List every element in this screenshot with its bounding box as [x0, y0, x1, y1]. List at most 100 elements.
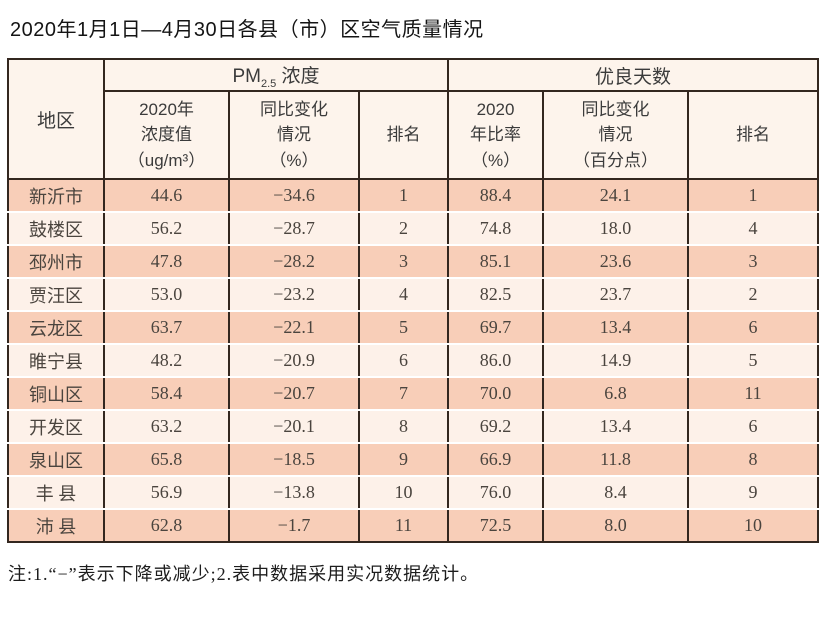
cell-days-rate: 88.4 [447, 179, 545, 213]
cell-region: 沛 县 [7, 509, 105, 542]
cell-days-rate: 76.0 [447, 476, 545, 510]
cell-pm-value: 48.2 [103, 344, 230, 378]
cell-pm-rank: 4 [357, 278, 450, 312]
cell-days-change: 13.4 [542, 311, 690, 345]
cell-pm-value: 53.0 [103, 278, 230, 312]
cell-region: 泉山区 [7, 443, 105, 477]
cell-days-rank: 1 [687, 179, 820, 213]
cell-region: 云龙区 [7, 311, 105, 345]
cell-days-rank: 3 [687, 245, 820, 279]
table-row: 开发区 63.2 −20.1 8 69.2 13.4 6 [7, 410, 820, 444]
cell-days-rank: 6 [687, 311, 820, 345]
cell-days-change: 11.8 [542, 443, 690, 477]
cell-pm-rank: 8 [357, 410, 450, 444]
col-header-pm-change: 同比变化 情况 （%） [228, 91, 360, 180]
header-group-row: 地区 PM2.5 浓度 优良天数 [7, 59, 820, 180]
table-row: 新沂市 44.6 −34.6 1 88.4 24.1 1 [7, 179, 820, 213]
col-header-pm-rank: 排名 [357, 91, 450, 180]
cell-pm-change: −1.7 [228, 509, 360, 542]
header-sub-row: 2020年 浓度值 （ug/m³） 同比变化 情况 （%） 排名 2020 年比… [8, 91, 820, 180]
cell-days-rank: 5 [687, 344, 820, 378]
cell-days-rate: 74.8 [447, 212, 545, 246]
cell-days-change: 23.7 [542, 278, 690, 312]
header-line: 年比率 [470, 125, 522, 145]
header-line: （百分点） [573, 150, 659, 170]
cell-region: 丰 县 [7, 476, 105, 510]
pm25-prefix: PM [232, 65, 261, 87]
cell-days-rate: 69.7 [447, 311, 545, 345]
col-header-days-rank: 排名 [687, 91, 820, 180]
cell-pm-value: 58.4 [103, 377, 230, 411]
cell-days-rank: 2 [687, 278, 820, 312]
cell-pm-change: −18.5 [228, 443, 360, 477]
cell-pm-rank: 7 [357, 377, 450, 411]
pm25-subscript: 2.5 [260, 77, 277, 90]
header-line: 2020年 [139, 99, 194, 119]
cell-pm-change: −13.8 [228, 476, 360, 510]
header-line: 同比变化 [581, 99, 650, 119]
cell-pm-value: 47.8 [103, 245, 230, 279]
cell-days-rank: 8 [687, 443, 820, 477]
header-line: （%） [470, 150, 521, 170]
cell-pm-rank: 6 [357, 344, 450, 378]
header-line: 情况 [598, 125, 633, 145]
cell-pm-rank: 11 [357, 509, 450, 542]
cell-days-change: 6.8 [542, 377, 690, 411]
cell-days-change: 24.1 [542, 179, 690, 213]
header-line: 同比变化 [260, 99, 328, 119]
cell-days-rate: 72.5 [447, 509, 545, 542]
header-line: 情况 [277, 125, 311, 145]
cell-pm-value: 63.7 [103, 311, 230, 345]
cell-region: 新沂市 [7, 179, 105, 213]
cell-pm-rank: 3 [357, 245, 450, 279]
cell-pm-value: 56.9 [103, 476, 230, 510]
cell-pm-change: −23.2 [228, 278, 360, 312]
table-row: 铜山区 58.4 −20.7 7 70.0 6.8 11 [7, 377, 820, 411]
page-title: 2020年1月1日—4月30日各县（市）区空气质量情况 [10, 19, 484, 41]
cell-region: 贾汪区 [7, 278, 105, 312]
cell-days-change: 13.4 [542, 410, 690, 444]
cell-days-change: 8.0 [542, 509, 690, 542]
cell-days-change: 8.4 [542, 476, 690, 510]
cell-days-rank: 6 [687, 410, 820, 444]
cell-days-rate: 82.5 [447, 278, 545, 312]
cell-region: 睢宁县 [7, 344, 105, 378]
cell-days-rate: 86.0 [447, 344, 545, 378]
cell-region: 铜山区 [7, 377, 105, 411]
table-row: 睢宁县 48.2 −20.9 6 86.0 14.9 5 [7, 344, 820, 378]
cell-days-rank: 4 [687, 212, 820, 246]
cell-pm-change: −20.1 [228, 410, 360, 444]
cell-pm-value: 65.8 [103, 443, 230, 477]
header-line: 浓度值 [141, 125, 192, 145]
cell-pm-rank: 10 [357, 476, 450, 510]
cell-days-change: 14.9 [542, 344, 690, 378]
cell-days-rate: 69.2 [447, 410, 545, 444]
cell-pm-change: −34.6 [228, 179, 360, 213]
col-header-days-rate: 2020 年比率 （%） [447, 91, 545, 180]
cell-region: 鼓楼区 [7, 212, 105, 246]
cell-pm-change: −22.1 [228, 311, 360, 345]
table-row: 贾汪区 53.0 −23.2 4 82.5 23.7 2 [7, 278, 820, 312]
cell-pm-rank: 9 [357, 443, 450, 477]
header-line: （%） [269, 150, 319, 170]
cell-days-rate: 70.0 [447, 377, 545, 411]
col-header-days-change: 同比变化 情况 （百分点） [542, 91, 690, 180]
cell-region: 开发区 [7, 410, 105, 444]
table-header: 地区 PM2.5 浓度 优良天数 2020年 浓度值 （ug/m³） 同比变化 … [7, 59, 820, 180]
cell-pm-rank: 2 [357, 212, 450, 246]
col-header-region: 地区 [7, 59, 105, 180]
table-row: 邳州市 47.8 −28.2 3 85.1 23.6 3 [7, 245, 820, 279]
table-row: 丰 县 56.9 −13.8 10 76.0 8.4 9 [7, 476, 820, 510]
header-line: （ug/m³） [127, 150, 206, 170]
table-row: 沛 县 62.8 −1.7 11 72.5 8.0 10 [7, 509, 820, 542]
cell-pm-value: 63.2 [103, 410, 230, 444]
cell-days-change: 18.0 [542, 212, 690, 246]
cell-pm-value: 56.2 [103, 212, 230, 246]
table-body: 新沂市 44.6 −34.6 1 88.4 24.1 1 鼓楼区 56.2 −2… [7, 179, 820, 542]
cell-region: 邳州市 [7, 245, 105, 279]
pm25-suffix: 浓度 [276, 65, 320, 87]
cell-pm-rank: 5 [357, 311, 450, 345]
col-group-pm25: PM2.5 浓度 [102, 59, 450, 92]
cell-pm-value: 44.6 [103, 179, 230, 213]
col-header-pm-value: 2020年 浓度值 （ug/m³） [103, 91, 230, 180]
